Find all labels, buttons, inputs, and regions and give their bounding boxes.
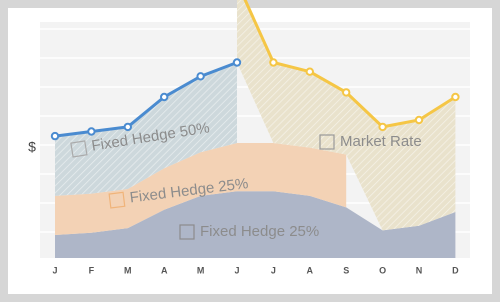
point <box>123 122 133 132</box>
point <box>414 115 424 125</box>
x-tick-label: J <box>52 265 57 275</box>
x-tick-label: D <box>452 265 459 275</box>
point <box>50 131 60 141</box>
x-tick-label: S <box>343 265 349 275</box>
x-tick-label: N <box>416 265 423 275</box>
x-tick-label: J <box>234 265 239 275</box>
series-label: Market Rate <box>319 133 422 150</box>
area-hatch <box>237 0 456 231</box>
point <box>196 72 205 81</box>
series-name: Market Rate <box>340 133 422 150</box>
area <box>55 143 347 235</box>
point <box>87 127 96 136</box>
point <box>269 58 278 67</box>
series-name: Fixed Hedge 25% <box>200 223 319 240</box>
point <box>342 88 351 97</box>
point <box>378 122 387 132</box>
x-tick-label: M <box>124 265 132 275</box>
area <box>55 191 456 258</box>
x-tick-label: J <box>271 265 276 275</box>
x-tick-label: O <box>379 265 386 275</box>
point <box>232 58 242 67</box>
point <box>160 92 169 102</box>
x-tick-label: A <box>161 265 168 275</box>
x-tick-label: A <box>307 265 314 275</box>
label-checkbox <box>108 191 126 209</box>
series-label: Fixed Hedge 25% <box>179 223 319 240</box>
x-tick-label: M <box>197 265 205 275</box>
area-hatch <box>55 62 237 196</box>
label-checkbox <box>179 224 195 240</box>
label-checkbox <box>319 134 335 150</box>
y-axis-label: $ <box>28 139 36 155</box>
x-tick-label: F <box>89 265 95 275</box>
line <box>54 61 238 138</box>
point <box>305 67 314 76</box>
point <box>451 92 460 102</box>
label-checkbox <box>70 140 88 158</box>
